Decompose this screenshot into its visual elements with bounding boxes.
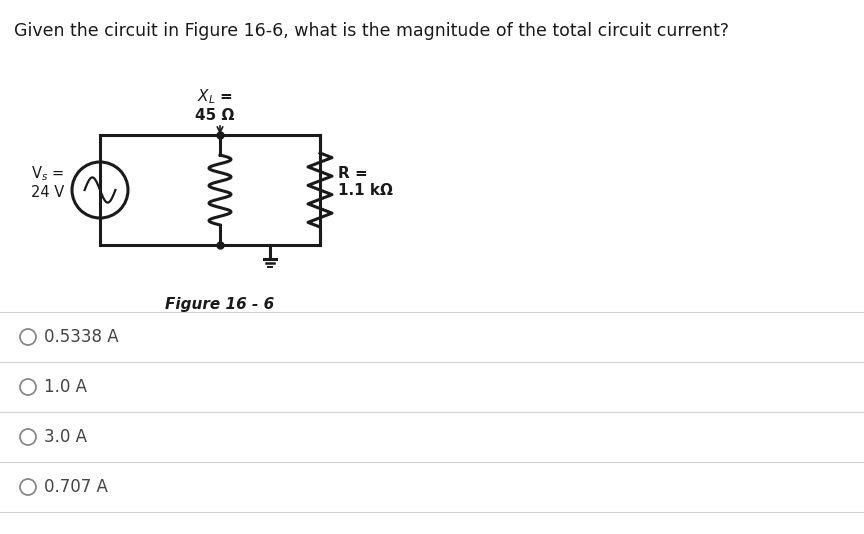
Text: Given the circuit in Figure 16-6, what is the magnitude of the total circuit cur: Given the circuit in Figure 16-6, what i… [14,22,729,40]
Text: V$_s$ =
24 V: V$_s$ = 24 V [31,164,64,200]
Text: 3.0 A: 3.0 A [44,428,87,446]
Text: R =
1.1 kΩ: R = 1.1 kΩ [338,166,393,198]
Text: $X_L$ =
45 Ω: $X_L$ = 45 Ω [195,87,235,123]
Text: 0.5338 A: 0.5338 A [44,328,118,346]
Text: 0.707 A: 0.707 A [44,478,108,496]
Text: Figure 16 - 6: Figure 16 - 6 [165,297,275,312]
Text: 1.0 A: 1.0 A [44,378,87,396]
